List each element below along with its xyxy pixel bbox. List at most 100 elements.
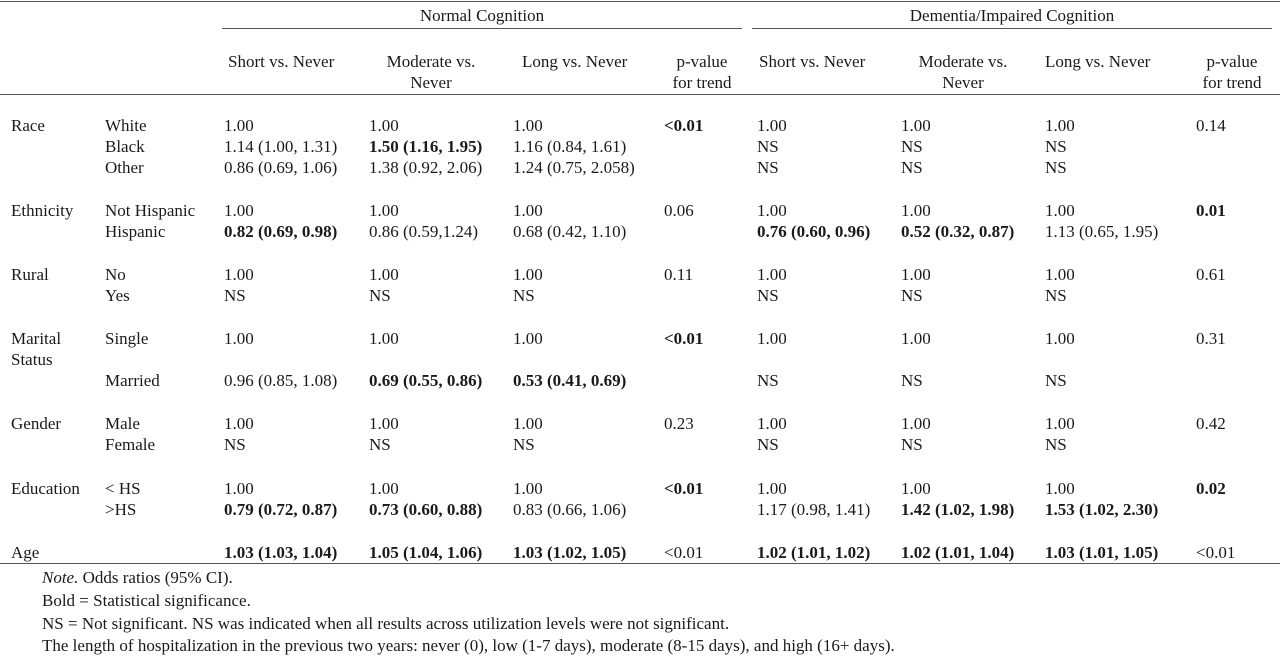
table-cell-d-long: NS (1045, 158, 1067, 177)
table-cell-d-long: 1.13 (0.65, 1.95) (1045, 222, 1159, 241)
table-cell-d-long: 1.00 (1045, 479, 1075, 498)
table-cell-d-long: 1.03 (1.01, 1.05) (1045, 543, 1159, 562)
table-cell-n-mod: 1.00 (369, 414, 399, 433)
col-header-dementia-moderate-2: Never (942, 73, 984, 92)
top-rule (0, 1, 1280, 2)
table-cell-d-short: 1.00 (757, 265, 787, 284)
table-cell-n-long: 1.00 (513, 329, 543, 348)
table-cell-d-mod: 1.00 (901, 479, 931, 498)
col-header-dementia-long: Long vs. Never (1045, 52, 1151, 71)
category-label: Yes (105, 286, 130, 305)
table-cell-n-mod: NS (369, 435, 391, 454)
category-label: Male (105, 414, 140, 433)
table-cell-n-mod: 0.69 (0.55, 0.86) (369, 371, 483, 390)
table-cell-n-long: 1.16 (0.84, 1.61) (513, 137, 627, 156)
table-cell-d-short: NS (757, 286, 779, 305)
table-cell-n-long: 0.68 (0.42, 1.10) (513, 222, 627, 241)
table-cell-d-short: 1.17 (0.98, 1.41) (757, 500, 871, 519)
table-cell-n-mod: 0.73 (0.60, 0.88) (369, 500, 483, 519)
table-cell-d-long: NS (1045, 137, 1067, 156)
table-cell-n-short: NS (224, 286, 246, 305)
table-cell-d-short: 1.00 (757, 414, 787, 433)
table-cell-n-short: 1.00 (224, 116, 254, 135)
col-header-dementia-short: Short vs. Never (759, 52, 866, 71)
table-cell-n-long: 1.24 (0.75, 2.058) (513, 158, 635, 177)
variable-label-race: Race (11, 116, 45, 135)
table-cell-n-short: 1.00 (224, 329, 254, 348)
col-header-dementia-p-1: p-value (1206, 52, 1258, 71)
category-label: Married (105, 371, 160, 390)
table-cell-d-mod: 1.42 (1.02, 1.98) (901, 500, 1015, 519)
table-cell-d-p: 0.02 (1196, 479, 1226, 498)
table-cell-n-mod: 1.00 (369, 329, 399, 348)
table-bottom-rule (0, 563, 1280, 564)
length-note: The length of hospitalization in the pre… (42, 636, 895, 655)
table-cell-d-long: NS (1045, 286, 1067, 305)
table-cell-d-mod: 1.00 (901, 201, 931, 220)
col-header-dementia-p-2: for trend (1202, 73, 1262, 92)
category-label: >HS (105, 500, 137, 519)
table-cell-d-long: 1.00 (1045, 414, 1075, 433)
table-cell-d-p: <0.01 (1196, 543, 1236, 562)
category-label: Other (105, 158, 144, 177)
table-cell-n-p: <0.01 (664, 329, 704, 348)
table-cell-n-mod: 1.00 (369, 479, 399, 498)
variable-label-education: Education (11, 479, 80, 498)
table-cell-n-mod: 1.38 (0.92, 2.06) (369, 158, 483, 177)
table-cell-n-short: 1.00 (224, 265, 254, 284)
table-cell-n-short: 0.96 (0.85, 1.08) (224, 371, 338, 390)
table-cell-d-long: 1.00 (1045, 116, 1075, 135)
table-cell-n-mod: NS (369, 286, 391, 305)
note-text: Odds ratios (95% CI). (78, 568, 233, 587)
col-header-normal-long: Long vs. Never (522, 52, 628, 71)
table-cell-n-short: 1.03 (1.03, 1.04) (224, 543, 338, 562)
category-label: Black (105, 137, 145, 156)
table-cell-n-short: 1.00 (224, 414, 254, 433)
table-cell-d-mod: 1.00 (901, 265, 931, 284)
table-cell-d-short: 1.02 (1.01, 1.02) (757, 543, 871, 562)
table-cell-d-mod: 1.00 (901, 116, 931, 135)
table-cell-n-short: 1.00 (224, 479, 254, 498)
variable-label-marital-status: Status (11, 350, 53, 369)
table-cell-d-mod: NS (901, 371, 923, 390)
table-cell-n-mod: 1.00 (369, 201, 399, 220)
table-cell-d-mod: 0.52 (0.32, 0.87) (901, 222, 1015, 241)
table-cell-d-short: 1.00 (757, 116, 787, 135)
table-cell-d-short: NS (757, 158, 779, 177)
table-cell-d-mod: NS (901, 158, 923, 177)
category-label: Single (105, 329, 149, 348)
col-header-normal-p-1: p-value (676, 52, 728, 71)
table-cell-n-long: NS (513, 286, 535, 305)
normal-cognition-header: Normal Cognition (419, 6, 545, 25)
table-cell-n-p: <0.01 (664, 543, 704, 562)
table-cell-d-long: 1.00 (1045, 265, 1075, 284)
table-cell-d-short: 1.00 (757, 329, 787, 348)
table-cell-n-short: 1.14 (1.00, 1.31) (224, 137, 338, 156)
variable-label-age: Age (11, 543, 40, 562)
category-label: Hispanic (105, 222, 166, 241)
note-label: Note. (42, 568, 79, 587)
table-cell-n-mod: 1.00 (369, 265, 399, 284)
table-cell-n-long: 1.00 (513, 265, 543, 284)
table-cell-d-short: NS (757, 371, 779, 390)
variable-label-marital: Marital (11, 329, 62, 348)
category-label: Female (105, 435, 156, 454)
table-cell-n-long: 1.00 (513, 479, 543, 498)
table-cell-d-mod: NS (901, 286, 923, 305)
table-cell-d-short: NS (757, 435, 779, 454)
col-header-normal-moderate-2: Never (410, 73, 452, 92)
table-cell-n-p: <0.01 (664, 479, 704, 498)
table-cell-n-mod: 1.00 (369, 116, 399, 135)
table-cell-d-short: 0.76 (0.60, 0.96) (757, 222, 871, 241)
table-note: Note. Odds ratios (95% CI). (42, 567, 233, 588)
col-header-normal-short: Short vs. Never (228, 52, 335, 71)
table-cell-d-long: 1.00 (1045, 329, 1075, 348)
table-cell-n-long: 1.00 (513, 116, 543, 135)
table-cell-d-long: NS (1045, 371, 1067, 390)
col-header-normal-moderate-1: Moderate vs. (386, 52, 476, 71)
table-cell-n-mod: 0.86 (0.59,1.24) (369, 222, 479, 241)
table-cell-n-short: 1.00 (224, 201, 254, 220)
table-cell-d-mod: 1.02 (1.01, 1.04) (901, 543, 1015, 562)
category-label: No (105, 265, 126, 284)
